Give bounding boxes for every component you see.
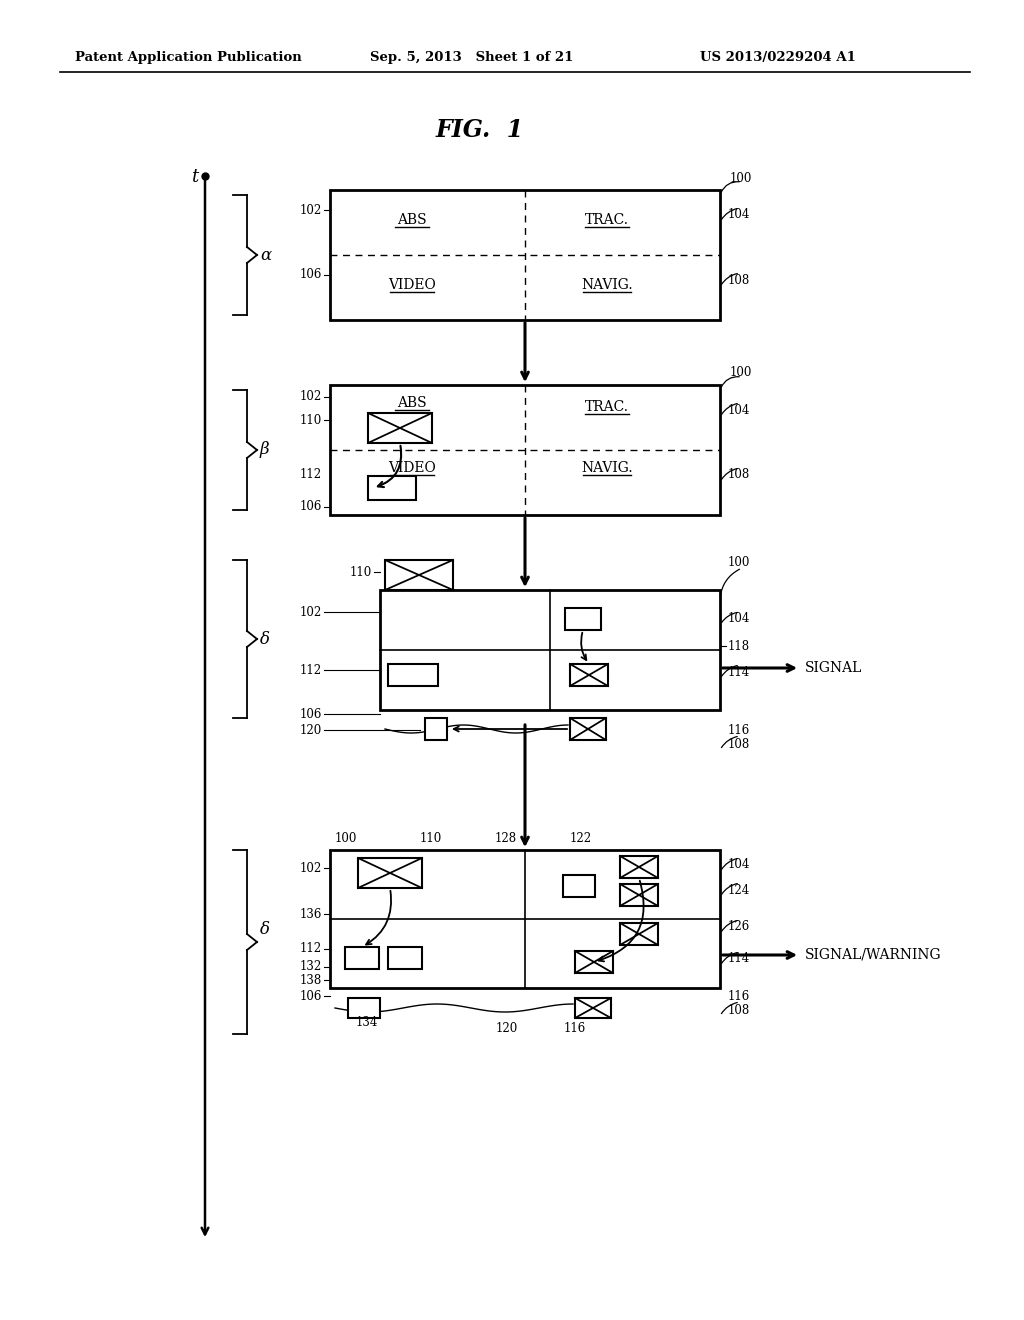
Text: Patent Application Publication: Patent Application Publication	[75, 51, 302, 65]
Text: 110: 110	[300, 413, 322, 426]
Text: 120: 120	[496, 1022, 518, 1035]
Text: 114: 114	[728, 665, 751, 678]
Bar	[570, 718, 606, 741]
Text: 124: 124	[728, 883, 751, 896]
Text: SIGNAL/WARNING: SIGNAL/WARNING	[805, 948, 942, 962]
Text: VIDEO: VIDEO	[388, 461, 436, 475]
Text: 126: 126	[728, 920, 751, 933]
Text: β: β	[260, 441, 269, 458]
Text: 118: 118	[728, 639, 751, 652]
Text: 104: 104	[728, 404, 751, 417]
Text: US 2013/0229204 A1: US 2013/0229204 A1	[700, 51, 856, 65]
Text: 102: 102	[300, 391, 322, 404]
Text: 108: 108	[728, 738, 751, 751]
Bar	[565, 609, 601, 630]
Bar	[620, 884, 658, 906]
Bar	[330, 190, 720, 319]
Text: 106: 106	[300, 990, 322, 1002]
Text: 100: 100	[730, 367, 753, 380]
Text: NAVIG.: NAVIG.	[582, 279, 633, 292]
Bar	[330, 850, 720, 987]
Text: 138: 138	[300, 974, 322, 986]
Text: FIG.  1: FIG. 1	[436, 117, 524, 143]
Bar	[575, 998, 611, 1018]
Text: 116: 116	[728, 990, 751, 1002]
Text: 108: 108	[728, 1003, 751, 1016]
Text: 120: 120	[300, 723, 322, 737]
Text: 102: 102	[300, 606, 322, 619]
Text: 102: 102	[300, 203, 322, 216]
Text: 106: 106	[300, 708, 322, 721]
Text: 116: 116	[564, 1022, 586, 1035]
Text: SIGNAL: SIGNAL	[805, 661, 862, 675]
Text: 100: 100	[728, 556, 751, 569]
Text: 112: 112	[300, 469, 322, 480]
Bar	[368, 413, 432, 444]
Text: 108: 108	[728, 469, 751, 482]
Text: NAVIG.: NAVIG.	[582, 461, 633, 475]
Bar	[620, 855, 658, 878]
Text: ABS: ABS	[397, 213, 427, 227]
Text: δ: δ	[260, 920, 270, 937]
Bar	[368, 477, 416, 500]
Text: 100: 100	[335, 832, 357, 845]
Text: 110: 110	[420, 832, 442, 845]
Text: 116: 116	[728, 723, 751, 737]
Text: TRAC.: TRAC.	[585, 400, 629, 414]
Text: 104: 104	[728, 209, 751, 222]
Text: VIDEO: VIDEO	[388, 279, 436, 292]
Text: α: α	[260, 247, 271, 264]
Bar	[385, 560, 453, 590]
Bar	[358, 858, 422, 888]
Text: 110: 110	[350, 565, 372, 578]
Text: TRAC.: TRAC.	[585, 213, 629, 227]
Bar	[620, 923, 658, 945]
Bar	[348, 998, 380, 1018]
Text: 104: 104	[728, 611, 751, 624]
Text: 122: 122	[570, 832, 592, 845]
Text: t: t	[191, 168, 199, 186]
Text: Sep. 5, 2013   Sheet 1 of 21: Sep. 5, 2013 Sheet 1 of 21	[370, 51, 573, 65]
Bar	[563, 875, 595, 898]
Text: 136: 136	[300, 908, 322, 920]
Bar	[345, 946, 379, 969]
Bar	[388, 946, 422, 969]
Text: 100: 100	[730, 172, 753, 185]
Bar	[330, 385, 720, 515]
Text: ABS: ABS	[397, 396, 427, 411]
Text: 108: 108	[728, 273, 751, 286]
Text: 114: 114	[728, 953, 751, 965]
Text: 128: 128	[495, 832, 517, 845]
Text: 112: 112	[300, 942, 322, 956]
Text: δ: δ	[260, 631, 270, 648]
Text: 134: 134	[356, 1016, 379, 1030]
Bar	[570, 664, 608, 686]
Text: 104: 104	[728, 858, 751, 871]
Bar	[425, 718, 447, 741]
Text: 106: 106	[300, 500, 322, 513]
Text: 132: 132	[300, 961, 322, 974]
Bar	[380, 590, 720, 710]
Bar	[575, 950, 613, 973]
Bar	[388, 664, 438, 686]
Text: 106: 106	[300, 268, 322, 281]
Text: 112: 112	[300, 664, 322, 676]
Text: 102: 102	[300, 862, 322, 874]
